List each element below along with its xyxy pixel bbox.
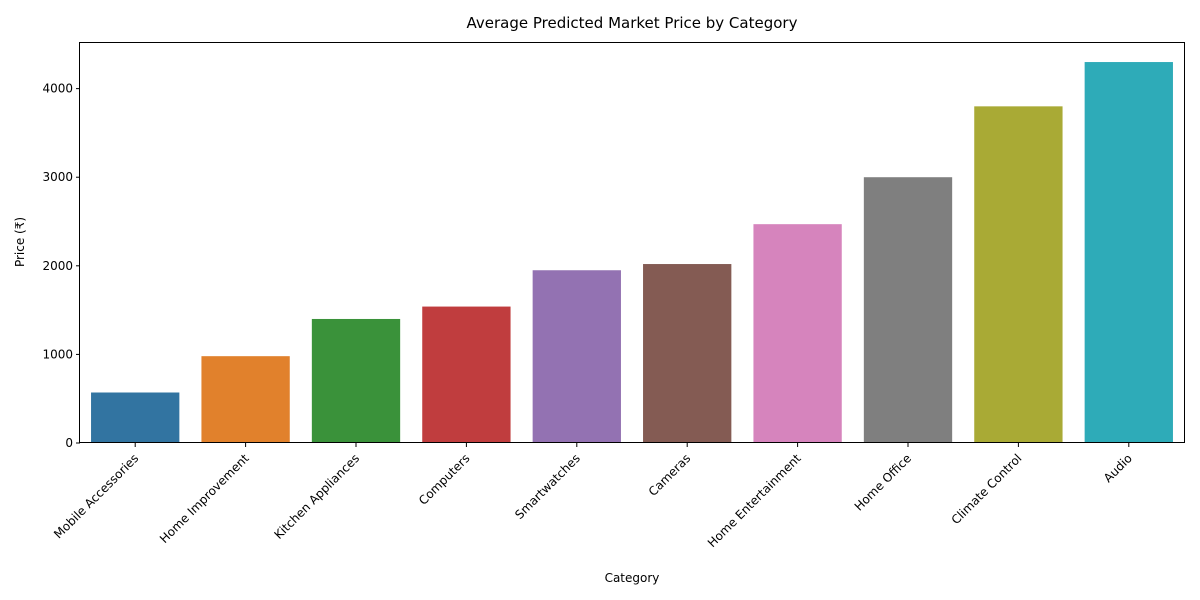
x-tick-label: Computers	[416, 451, 473, 508]
chart-title: Average Predicted Market Price by Catego…	[467, 14, 798, 32]
bar-home-office	[863, 177, 953, 443]
x-ticks-group: Mobile Accessories Home Improvement Kitche…	[51, 443, 1135, 550]
x-tick-label: Home Entertainment	[705, 451, 804, 550]
bar-climate-control	[974, 106, 1063, 443]
x-tick-label: Kitchen Appliances	[271, 451, 362, 542]
bar-kitchen-appliances	[311, 318, 401, 443]
y-tick-label: 1000	[42, 347, 73, 361]
bar-home-entertainment	[753, 224, 842, 443]
y-ticks-group: 0 1000 2000 3000 4000	[42, 82, 80, 450]
y-tick-label: 4000	[42, 82, 73, 96]
y-tick-label: 3000	[42, 170, 73, 184]
y-axis-label: Price (₹)	[13, 217, 27, 267]
y-tick-label: 0	[65, 436, 73, 450]
x-axis-label: Category	[605, 571, 660, 585]
bars-group	[91, 62, 1173, 444]
bar-computers	[422, 306, 511, 443]
bar-cameras	[643, 264, 732, 443]
bar-home-improvement	[201, 356, 290, 443]
x-tick-label: Smartwatches	[512, 451, 583, 522]
x-tick-label: Home Office	[852, 451, 914, 513]
x-tick-label: Cameras	[646, 451, 694, 499]
x-tick-label: Climate Control	[949, 451, 1025, 527]
plot-frame	[79, 42, 1185, 443]
bar-mobile-accessories	[91, 392, 180, 443]
x-tick-label: Audio	[1101, 451, 1135, 485]
x-tick-label: Home Improvement	[157, 451, 252, 546]
bar-smartwatches	[532, 270, 621, 443]
x-tick-label: Mobile Accessories	[51, 451, 141, 541]
y-tick-label: 2000	[42, 259, 73, 273]
bar-audio	[1084, 62, 1173, 444]
